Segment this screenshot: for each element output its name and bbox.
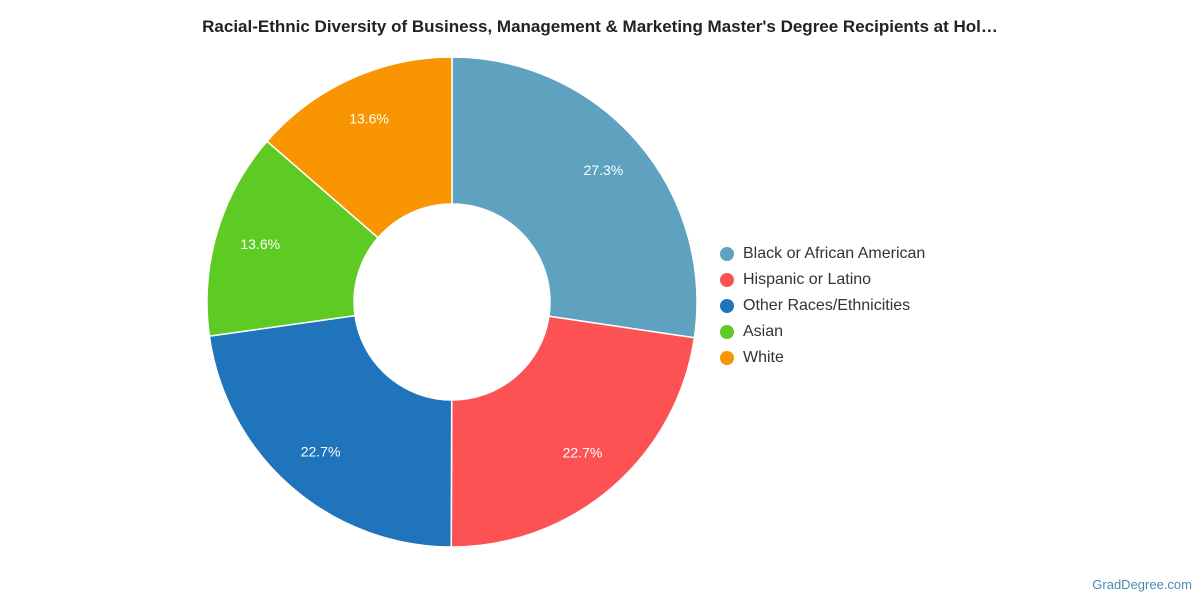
source-credit: GradDegree.com: [1092, 577, 1192, 592]
legend-label: Other Races/Ethnicities: [743, 297, 911, 314]
legend-item[interactable]: Asian: [720, 319, 925, 345]
slice-label: 13.6%: [349, 111, 389, 127]
slice-label: 13.6%: [240, 236, 280, 252]
legend-swatch: [720, 273, 734, 287]
legend-label: Asian: [743, 323, 784, 340]
legend-label: Hispanic or Latino: [743, 271, 872, 288]
slice-label: 22.7%: [563, 444, 603, 460]
slice-white: [266, 56, 453, 239]
slice-asian: [206, 140, 380, 338]
slice-black-or-african-american: [451, 56, 698, 339]
legend-label: Black or African American: [743, 245, 926, 262]
slice-hispanic-or-latino: [450, 315, 696, 548]
legend-item[interactable]: Black or African American: [720, 241, 925, 267]
legend-item[interactable]: Other Races/Ethnicities: [720, 293, 925, 319]
legend-swatch: [720, 325, 734, 339]
legend-item[interactable]: White: [720, 345, 925, 371]
slice-other-races-ethnicities: [208, 314, 453, 548]
legend-swatch: [720, 351, 734, 365]
slice-label: 22.7%: [301, 443, 341, 459]
legend-item[interactable]: Hispanic or Latino: [720, 267, 925, 293]
slice-label: 27.3%: [584, 162, 624, 178]
legend: Black or African American Hispanic or Lat…: [720, 241, 925, 371]
legend-label: White: [743, 349, 784, 366]
legend-swatch: [720, 247, 734, 261]
legend-swatch: [720, 299, 734, 313]
chart-title: Racial-Ethnic Diversity of Business, Man…: [202, 17, 998, 36]
